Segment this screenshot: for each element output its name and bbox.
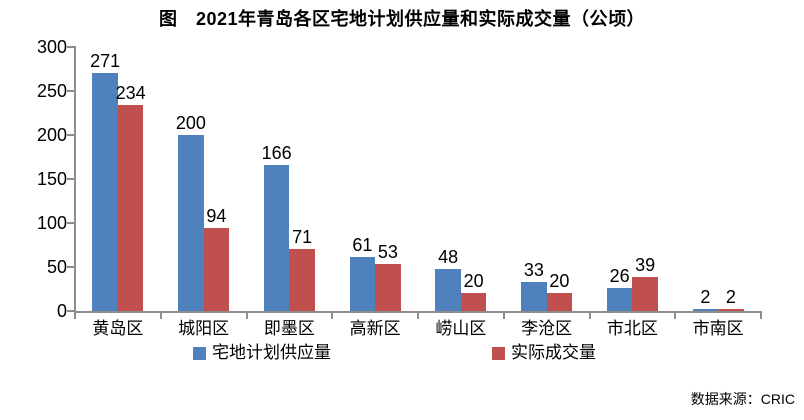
x-axis-category-label: 李沧区 bbox=[521, 319, 573, 338]
x-axis-tick bbox=[417, 311, 419, 319]
bar-value-label: 26 bbox=[609, 266, 630, 286]
y-axis-tick bbox=[67, 222, 74, 224]
y-axis-tick-label: 300 bbox=[36, 37, 67, 57]
y-axis-tick bbox=[67, 134, 74, 136]
planned-supply-bar bbox=[178, 135, 204, 311]
x-axis-tick bbox=[588, 311, 591, 319]
y-axis-tick-label: 250 bbox=[36, 81, 67, 101]
bar-value-label: 94 bbox=[206, 206, 227, 226]
x-axis-tick bbox=[502, 311, 505, 319]
legend-item-planned-supply: 宅地计划供应量 bbox=[193, 344, 331, 362]
bar-value-label: 2 bbox=[725, 287, 736, 307]
actual-transaction-bar bbox=[546, 293, 573, 311]
x-axis-category-label: 崂山区 bbox=[435, 319, 487, 338]
bar-value-label: 48 bbox=[438, 247, 459, 267]
bar-value-label: 200 bbox=[175, 113, 206, 133]
actual-transaction-bar bbox=[375, 264, 401, 311]
bar-value-label: 2 bbox=[700, 287, 711, 307]
x-axis-tick bbox=[245, 311, 248, 319]
x-axis-tick bbox=[674, 311, 677, 319]
planned-supply-bar bbox=[606, 288, 633, 311]
legend-swatch-planned-supply bbox=[193, 346, 206, 360]
y-axis-tick bbox=[67, 266, 74, 268]
actual-transaction-bar bbox=[203, 228, 230, 311]
bar-value-label: 234 bbox=[115, 83, 146, 103]
y-axis-line bbox=[74, 46, 76, 312]
x-axis-category-label: 市南区 bbox=[692, 319, 744, 338]
actual-transaction-bar bbox=[289, 249, 315, 311]
planned-supply-bar bbox=[263, 165, 290, 311]
legend-swatch-actual-transaction bbox=[492, 346, 505, 360]
actual-transaction-bar bbox=[117, 105, 144, 311]
y-axis-tick-label: 150 bbox=[36, 169, 67, 189]
x-axis-tick bbox=[74, 311, 76, 319]
data-source-note: 数据来源：CRIC bbox=[690, 391, 795, 407]
y-axis-tick bbox=[67, 310, 74, 312]
y-axis-tick-label: 100 bbox=[36, 213, 67, 233]
x-axis-category-label: 市北区 bbox=[606, 319, 658, 338]
bar-value-label: 61 bbox=[352, 235, 373, 255]
planned-supply-bar bbox=[92, 73, 118, 311]
y-axis-tick-label: 200 bbox=[36, 125, 67, 145]
bar-value-label: 39 bbox=[635, 255, 656, 275]
x-axis-tick bbox=[760, 311, 762, 319]
y-axis-tick-label: 50 bbox=[46, 257, 67, 277]
legend-label-planned-supply: 宅地计划供应量 bbox=[212, 343, 331, 362]
x-axis-tick bbox=[159, 311, 162, 319]
bar-value-label: 20 bbox=[549, 271, 570, 291]
x-axis-category-label: 城阳区 bbox=[178, 319, 230, 338]
actual-transaction-bar bbox=[460, 293, 487, 311]
x-axis-category-label: 高新区 bbox=[349, 319, 401, 338]
y-axis-tick bbox=[67, 90, 74, 92]
planned-supply-bar bbox=[521, 282, 547, 311]
legend-item-actual-transaction: 实际成交量 bbox=[492, 344, 596, 362]
x-axis-category-label: 黄岛区 bbox=[92, 319, 144, 338]
y-axis-tick bbox=[67, 46, 74, 48]
chart-title: 图 2021年青岛各区宅地计划供应量和实际成交量（公顷） bbox=[158, 9, 646, 29]
bar-value-label: 53 bbox=[377, 242, 398, 262]
planned-supply-bar bbox=[435, 269, 461, 311]
actual-transaction-bar bbox=[718, 309, 744, 311]
planned-supply-bar bbox=[349, 257, 376, 311]
bar-value-label: 20 bbox=[463, 271, 484, 291]
y-axis-tick-label: 0 bbox=[56, 301, 67, 321]
y-axis-tick bbox=[67, 178, 74, 180]
bar-value-label: 271 bbox=[90, 51, 121, 71]
actual-transaction-bar bbox=[632, 277, 658, 311]
planned-supply-bar bbox=[692, 309, 719, 311]
x-axis-tick bbox=[331, 311, 334, 319]
bar-value-label: 166 bbox=[261, 143, 292, 163]
legend-label-actual-transaction: 实际成交量 bbox=[511, 343, 596, 362]
bar-value-label: 71 bbox=[292, 227, 313, 247]
bar-value-label: 33 bbox=[523, 260, 544, 280]
x-axis-category-label: 即墨区 bbox=[263, 319, 315, 338]
